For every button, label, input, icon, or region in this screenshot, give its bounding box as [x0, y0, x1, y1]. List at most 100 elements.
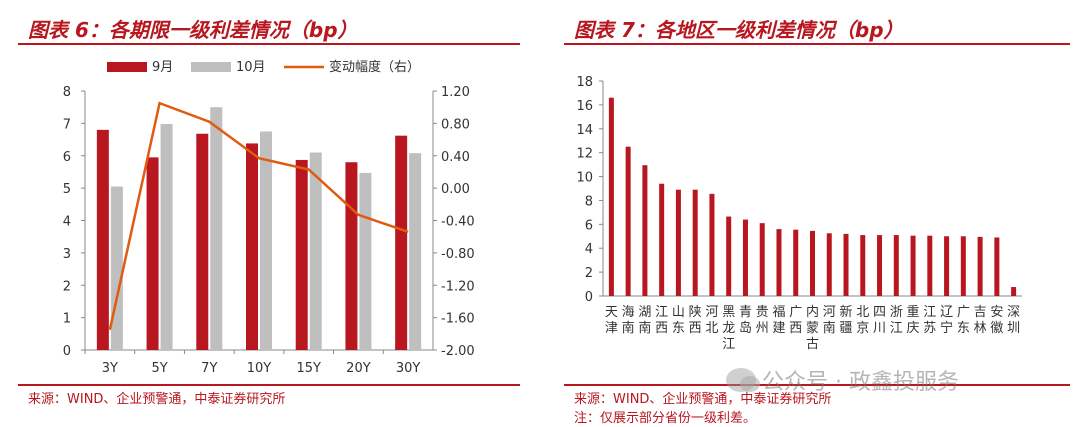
bar-sep — [246, 143, 258, 350]
source-text: 来源：WIND、企业预警通，中泰证券研究所 — [28, 392, 286, 407]
legend-swatch-oct — [191, 62, 231, 72]
y2-tick-label: -2.00 — [441, 344, 475, 359]
x-tick-label: 5Y — [151, 361, 167, 376]
x-tick-label: 20Y — [346, 361, 371, 376]
bar — [826, 233, 832, 296]
x-tick-label: 江西 — [655, 305, 668, 336]
x-tick-label: 黑龙江 — [722, 305, 735, 352]
chart-title: 图表 7：各地区一级利差情况（bp） — [574, 18, 904, 42]
bar — [726, 216, 732, 296]
source-text: 来源：WIND、企业预警通，中泰证券研究所 — [574, 392, 832, 407]
x-tick-label: 青岛 — [739, 305, 752, 336]
y-tick-label: 7 — [63, 117, 71, 132]
x-tick-label: 江苏 — [923, 305, 936, 336]
watermark: 公众号 · 政鑫投服务 — [726, 364, 959, 396]
bar-sep — [96, 129, 109, 350]
title-rule — [18, 43, 520, 45]
bar-oct — [260, 131, 272, 350]
bar — [843, 233, 849, 296]
source-rule — [18, 384, 520, 386]
bar — [759, 223, 765, 296]
bar — [675, 189, 681, 296]
bar-sep — [295, 159, 308, 350]
bar — [860, 235, 866, 296]
legend-swatch-sep — [107, 62, 147, 72]
y2-tick-label: 0.40 — [441, 150, 470, 165]
legend-label: 9月 — [152, 60, 173, 75]
bar-sep — [345, 162, 358, 350]
y2-tick-label: -0.80 — [441, 247, 475, 262]
y-tick-label: 0 — [63, 344, 71, 359]
legend-label: 10月 — [236, 60, 266, 75]
y-tick-label: 6 — [63, 150, 71, 165]
y-tick-label: 5 — [63, 182, 71, 197]
y-tick-label: 14 — [576, 123, 593, 138]
x-tick-label: 10Y — [247, 361, 272, 376]
x-tick-label: 辽宁 — [940, 305, 953, 336]
x-tick-label: 河北 — [705, 305, 718, 336]
x-tick-label: 陕西 — [689, 305, 702, 336]
x-tick-label: 重庆 — [907, 304, 920, 336]
bar — [960, 236, 966, 296]
y-tick-label: 2 — [585, 266, 593, 281]
bar — [1011, 287, 1017, 296]
y-tick-label: 18 — [576, 75, 593, 90]
bar — [608, 97, 614, 296]
bar — [893, 235, 899, 296]
y-tick-label: 8 — [585, 194, 593, 209]
x-tick-label: 安徽 — [990, 305, 1003, 336]
watermark-text: 公众号 · 政鑫投服务 — [762, 370, 959, 395]
y2-tick-label: -1.20 — [441, 279, 475, 294]
bar-oct — [210, 107, 223, 350]
bar-oct — [309, 152, 322, 350]
x-tick-label: 河南 — [823, 305, 836, 336]
x-tick-label: 山东 — [672, 305, 685, 336]
y-tick-label: 1 — [63, 312, 71, 327]
x-tick-label: 广西 — [789, 305, 802, 336]
bar — [692, 189, 698, 296]
x-tick-label: 15Y — [296, 361, 321, 376]
x-tick-label: 新疆 — [840, 304, 853, 336]
y-tick-label: 12 — [576, 147, 593, 162]
bar — [994, 237, 1000, 296]
wechat-icon — [726, 368, 760, 392]
y2-tick-label: -1.60 — [441, 312, 475, 327]
x-tick-label: 四川 — [873, 305, 886, 336]
x-tick-label: 福建 — [772, 305, 785, 336]
x-tick-label: 湖南 — [638, 305, 651, 336]
y-tick-label: 8 — [63, 85, 71, 100]
bar — [977, 236, 983, 296]
bar — [709, 193, 715, 296]
y-tick-label: 3 — [63, 247, 71, 262]
x-tick-label: 30Y — [396, 361, 421, 376]
region-spread-chart: 0 2 4 6 8 10 12 14 16 18 天津海南湖南江西山东陕西河北黑龙江青岛贵州福建广西… — [576, 75, 1022, 352]
x-tick-label: 内蒙古 — [806, 304, 819, 352]
bar — [877, 235, 883, 296]
y-tick-label: 0 — [585, 290, 593, 305]
bar — [742, 219, 748, 296]
bar-oct — [409, 153, 422, 350]
legend-label: 变动幅度（右） — [329, 59, 420, 75]
x-tick-label: 深圳 — [1007, 305, 1020, 336]
x-tick-label: 北京 — [856, 305, 869, 336]
bar — [793, 229, 799, 296]
bar-oct — [110, 186, 123, 350]
bar-sep — [395, 135, 408, 350]
y2-tick-label: -0.40 — [441, 215, 475, 230]
bar — [927, 235, 933, 296]
y-tick-label: 4 — [585, 242, 593, 257]
x-tick-label: 天津 — [605, 305, 618, 336]
x-tick-label: 吉林 — [974, 305, 987, 336]
y2-tick-label: 0.00 — [441, 182, 470, 197]
tenor-spread-chart: 0 1 2 3 4 5 6 7 8 1.20 0.80 0.40 0.00 -0.40 -0.80 -1.20… — [63, 59, 475, 376]
bar — [776, 229, 782, 296]
bar-oct — [160, 124, 173, 351]
chart-title: 图表 6：各期限一级利差情况（bp） — [28, 18, 358, 42]
bar — [642, 165, 648, 296]
y-tick-label: 4 — [63, 215, 71, 230]
y2-tick-label: 1.20 — [441, 85, 470, 100]
bar — [625, 146, 631, 296]
bar-oct — [359, 172, 372, 350]
bar — [944, 236, 950, 296]
note-text: 注：仅展示部分省份一级利差。 — [574, 411, 757, 426]
